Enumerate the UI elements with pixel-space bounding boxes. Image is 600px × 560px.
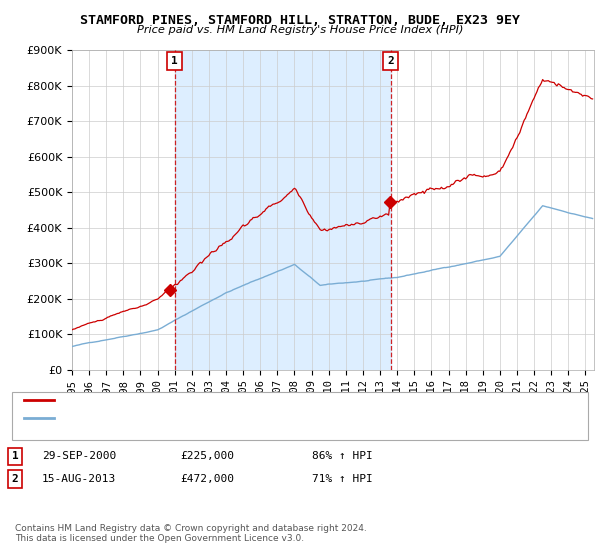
Text: HPI: Average price, detached house, Cornwall: HPI: Average price, detached house, Corn… [60, 413, 298, 423]
Text: STAMFORD PINES, STAMFORD HILL, STRATTON, BUDE, EX23 9EY (detached house): STAMFORD PINES, STAMFORD HILL, STRATTON,… [60, 395, 488, 405]
Text: 86% ↑ HPI: 86% ↑ HPI [312, 451, 373, 461]
Text: 1: 1 [172, 56, 178, 66]
Text: 2: 2 [388, 56, 394, 66]
Bar [175, 50, 391, 370]
Text: 2: 2 [11, 474, 19, 484]
Text: 1: 1 [11, 451, 19, 461]
Text: Price paid vs. HM Land Registry's House Price Index (HPI): Price paid vs. HM Land Registry's House … [137, 25, 463, 35]
Text: 71% ↑ HPI: 71% ↑ HPI [312, 474, 373, 484]
Text: STAMFORD PINES, STAMFORD HILL, STRATTON, BUDE, EX23 9EY: STAMFORD PINES, STAMFORD HILL, STRATTON,… [80, 14, 520, 27]
Text: £472,000: £472,000 [180, 474, 234, 484]
Text: 29-SEP-2000: 29-SEP-2000 [42, 451, 116, 461]
Text: £225,000: £225,000 [180, 451, 234, 461]
Text: 15-AUG-2013: 15-AUG-2013 [42, 474, 116, 484]
Text: Contains HM Land Registry data © Crown copyright and database right 2024.
This d: Contains HM Land Registry data © Crown c… [15, 524, 367, 543]
